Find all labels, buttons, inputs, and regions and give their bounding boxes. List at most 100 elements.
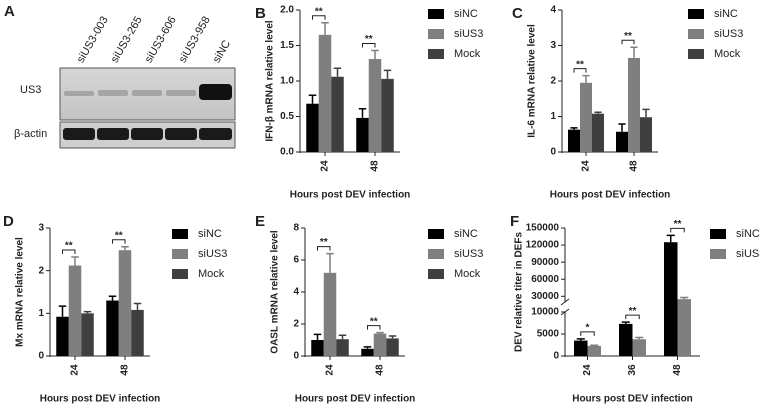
bands [64, 84, 232, 100]
y-tick-label: 0 [38, 351, 44, 362]
significance-bracket [367, 325, 381, 330]
y-tick-label: 3 [550, 40, 556, 51]
significance-label: ** [624, 31, 632, 42]
significance-label: ** [674, 219, 682, 230]
bar [640, 117, 652, 152]
error-bar [363, 346, 372, 349]
error-bar [108, 295, 117, 301]
lane-label: siNC [211, 38, 233, 65]
error-bar [358, 107, 367, 118]
legend-swatch [428, 269, 444, 279]
y-tick-label: 3 [38, 223, 44, 234]
error-bar [570, 127, 578, 130]
bar [118, 250, 132, 356]
x-tick-label: 36 [627, 364, 638, 376]
panel-label: D [3, 213, 14, 230]
bar [306, 103, 319, 152]
error-bar [666, 234, 675, 243]
y-tick-label: 1.5 [280, 40, 294, 51]
legend-swatch [172, 269, 188, 279]
bar [368, 58, 382, 152]
panel-label: A [4, 3, 15, 20]
error-bar [83, 310, 92, 314]
significance-label: ** [320, 237, 328, 248]
error-bar [642, 108, 650, 118]
legend-swatch [172, 249, 188, 259]
bar [356, 117, 369, 152]
error-bar [338, 334, 347, 340]
y-tick-label: 2 [550, 76, 556, 87]
significance-label: ** [365, 34, 373, 45]
bar [373, 333, 387, 356]
x-tick-label: 24 [70, 364, 81, 376]
y-tick-label: 60000 [531, 274, 559, 285]
error-bar [383, 69, 392, 79]
bar [616, 131, 628, 152]
significance-label: ** [115, 230, 123, 241]
error-bar [58, 305, 67, 317]
legend-label: siUS3 [714, 28, 743, 40]
error-bar [630, 46, 638, 58]
x-axis-label: Hours post DEV infection [550, 190, 671, 201]
legend-label: siUS3 [454, 28, 483, 40]
y-tick-label: 1.0 [280, 76, 294, 87]
lane-label: siUS3-606 [143, 14, 179, 64]
legend-swatch [688, 49, 704, 59]
error-bar [333, 67, 342, 77]
legend-swatch [710, 229, 726, 239]
error-bar [308, 94, 317, 104]
legend-label: siNC [736, 228, 760, 240]
y-tick-label: 90000 [531, 257, 559, 268]
legend-label: Mock [198, 268, 225, 280]
bar [56, 316, 69, 356]
x-tick-label: 24 [581, 160, 592, 172]
panel-label: E [255, 213, 265, 230]
error-bar [582, 74, 590, 83]
legend-label: Mock [454, 268, 481, 280]
y-axis-label: OASL mRNA relative level [270, 230, 281, 354]
legend-label: siUS3 [454, 248, 483, 260]
blot-panel: A US3 β-actin [4, 3, 236, 149]
error-bar [121, 246, 129, 251]
legend-swatch [428, 9, 444, 19]
x-tick-label: 48 [672, 364, 683, 376]
panel-label: B [255, 5, 266, 22]
bar [361, 348, 374, 356]
bar [568, 129, 580, 152]
bar [386, 338, 399, 356]
bar [632, 339, 646, 356]
bar [68, 265, 82, 356]
x-axis-label: Hours post DEV infection [572, 394, 693, 405]
error-bar [326, 252, 334, 273]
bar [619, 323, 633, 356]
bar [323, 272, 337, 356]
y-axis-label: IL-6 mRNA relative level [527, 24, 538, 138]
significance-bracket [621, 39, 635, 45]
y-tick-label: 30000 [531, 291, 559, 302]
y-tick-label: 10000 [531, 307, 559, 318]
y-axis-label: IFN-β mRNA relative level [265, 20, 276, 142]
x-tick-label: 48 [370, 160, 381, 172]
significance-bracket [670, 227, 685, 233]
bar [580, 82, 592, 152]
bar [318, 34, 332, 152]
y-tick-label: 6 [293, 255, 299, 266]
legend-label: Mock [454, 48, 481, 60]
y-tick-label: 8 [293, 223, 299, 234]
significance-label: ** [65, 241, 73, 252]
y-axis-label: DEV relative titer in DEFs [514, 232, 525, 352]
y-tick-label: 1 [550, 111, 556, 122]
significance-label: * [586, 322, 590, 333]
significance-label: ** [629, 306, 637, 317]
y-tick-label: 4 [293, 287, 299, 298]
y-tick-label: 4 [550, 5, 556, 16]
bar [592, 113, 604, 152]
y-tick-label: 5000 [537, 329, 560, 340]
significance-bracket [62, 249, 76, 255]
significance-label: ** [315, 6, 323, 17]
x-tick-label: 48 [375, 364, 386, 376]
x-tick-label: 48 [120, 364, 131, 376]
y-tick-label: 1 [38, 308, 44, 319]
error-bar [635, 336, 644, 340]
